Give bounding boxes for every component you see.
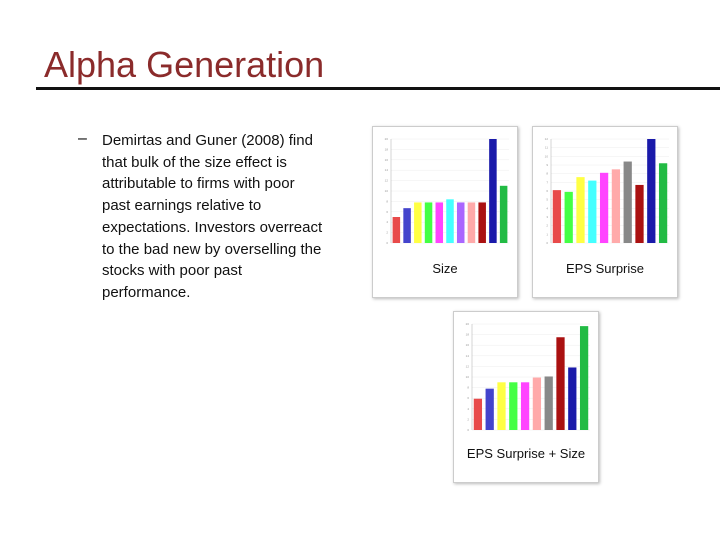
y-tick-label: 0 (467, 428, 469, 432)
bar (414, 202, 422, 243)
bar (497, 382, 506, 430)
y-tick-label: 1 (546, 232, 548, 236)
y-tick-label: 8 (386, 199, 388, 203)
bar (424, 202, 433, 243)
bar (564, 191, 573, 243)
bar (485, 388, 494, 430)
bar (635, 184, 644, 243)
y-tick-label: 10 (466, 375, 470, 379)
y-tick-label: 4 (546, 206, 548, 210)
chart-caption: EPS Surprise (565, 261, 645, 276)
bar (576, 177, 585, 243)
y-tick-label: 6 (546, 189, 548, 193)
chart-frame: 0 1 2 3 4 5 6 7 8 9 10 11 12 EPS Surprise (532, 126, 678, 298)
y-tick-label: 4 (386, 220, 388, 224)
text-line: that bulk of the size effect is (102, 153, 287, 171)
y-tick-label: 12 (466, 364, 470, 368)
chart: 0 2 4 6 8 10 12 14 16 18 20 (385, 137, 509, 245)
chart-caption: EPS Surprise + Size (466, 446, 586, 461)
bar (658, 163, 668, 243)
y-tick-label: 14 (466, 354, 470, 358)
y-tick-label: 2 (386, 231, 388, 235)
bar (446, 199, 454, 243)
bar (392, 217, 401, 243)
chart-frame: 0 2 4 6 8 10 12 14 16 18 20 Size (372, 126, 518, 298)
text-line: past earnings relative to (102, 197, 262, 215)
bar (478, 202, 486, 243)
y-tick-label: 16 (385, 158, 389, 162)
y-tick-label: 3 (546, 215, 548, 219)
y-tick-label: 8 (467, 386, 469, 390)
y-tick-label: 11 (545, 146, 548, 150)
bar (509, 382, 518, 430)
y-tick-label: 8 (546, 172, 548, 176)
bar (556, 337, 565, 430)
y-tick-label: 7 (546, 180, 548, 184)
bar (532, 377, 542, 430)
y-tick-label: 4 (467, 407, 469, 411)
y-tick-label: 18 (385, 147, 389, 151)
chart-caption: Size (432, 261, 458, 276)
bar (552, 190, 562, 243)
slide-title: Alpha Generation (44, 44, 325, 85)
y-tick-label: 2 (467, 417, 469, 421)
text-line: performance. (102, 283, 191, 301)
y-tick-label: 20 (466, 322, 470, 326)
bullet-text: Demirtas and Guner (2008) find that bulk … (102, 130, 322, 304)
y-tick-label: 10 (545, 154, 549, 158)
y-tick-label: 5 (546, 198, 548, 202)
y-tick-label: 18 (466, 333, 470, 337)
text-line: expectations. Investors overreact (102, 218, 323, 236)
text-line: attributable to firms with poor (102, 175, 295, 193)
title-rule (36, 87, 720, 90)
y-tick-label: 6 (386, 210, 388, 214)
bar (473, 398, 483, 430)
bar (435, 202, 444, 243)
bar (520, 382, 530, 430)
text-line: stocks with poor past (102, 262, 243, 280)
y-tick-label: 2 (546, 224, 548, 228)
y-tick-label: 12 (385, 179, 389, 183)
chart-frame: 0 2 4 6 8 10 12 14 16 18 20 EPS Surprise + Size (453, 311, 599, 483)
y-tick-label: 16 (466, 343, 470, 347)
text-line: Demirtas and Guner (2008) find (102, 132, 313, 149)
bar (499, 185, 508, 243)
bar (647, 139, 656, 243)
bar (467, 202, 476, 243)
bar (623, 161, 632, 243)
y-tick-label: 9 (546, 163, 548, 167)
bullet-marker: – (78, 130, 87, 147)
bar (544, 376, 553, 430)
y-tick-label: 6 (467, 396, 469, 400)
y-tick-label: 20 (385, 137, 389, 141)
y-tick-label: 10 (385, 189, 389, 193)
bar (403, 208, 411, 243)
bar (568, 367, 577, 430)
bar (599, 172, 609, 243)
bar (588, 180, 597, 243)
bar (611, 169, 621, 243)
y-tick-label: 14 (385, 168, 389, 172)
y-tick-label: 0 (546, 241, 548, 245)
y-tick-label: 12 (545, 137, 549, 141)
y-tick-label: 0 (386, 241, 388, 245)
bar (456, 202, 465, 243)
text-line: to the bad new by overselling the (102, 240, 322, 258)
bar (579, 326, 589, 430)
chart: 0 2 4 6 8 10 12 14 16 18 20 (466, 322, 590, 432)
bar (489, 139, 497, 243)
